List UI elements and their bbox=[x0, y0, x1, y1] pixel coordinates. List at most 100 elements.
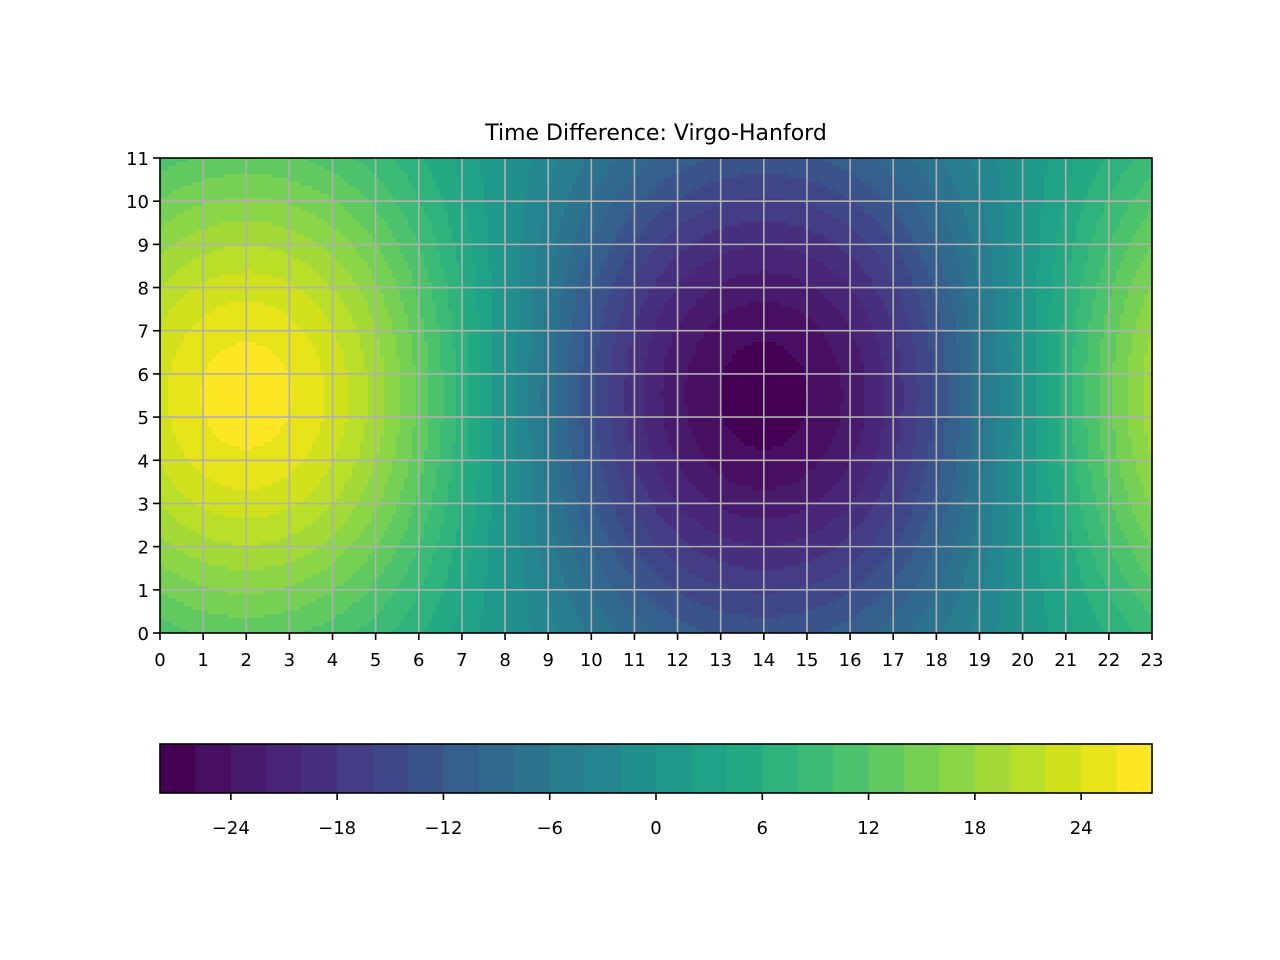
contour-cell bbox=[280, 518, 285, 523]
contour-cell bbox=[200, 370, 205, 375]
contour-cell bbox=[324, 358, 329, 363]
contour-cell bbox=[316, 182, 321, 187]
contour-cell bbox=[212, 206, 217, 211]
contour-cell bbox=[216, 390, 221, 395]
contour-cell bbox=[264, 606, 269, 611]
contour-cell bbox=[296, 430, 301, 435]
contour-cell bbox=[196, 506, 201, 511]
contour-cell bbox=[180, 442, 185, 447]
contour-cell bbox=[228, 258, 233, 263]
contour-cell bbox=[240, 210, 245, 215]
contour-cell bbox=[296, 162, 301, 167]
contour-cell bbox=[248, 350, 253, 355]
contour-cell bbox=[200, 574, 205, 579]
contour-cell bbox=[160, 578, 165, 583]
contour-cell bbox=[164, 206, 169, 211]
contour-cell bbox=[252, 626, 257, 631]
contour-cell bbox=[168, 586, 173, 591]
contour-cell bbox=[272, 290, 277, 295]
contour-cell bbox=[292, 306, 297, 311]
contour-cell bbox=[316, 502, 321, 507]
contour-cell bbox=[168, 430, 173, 435]
contour-cell bbox=[268, 318, 273, 323]
contour-cell bbox=[208, 498, 213, 503]
contour-cell bbox=[192, 394, 197, 399]
contour-cell bbox=[236, 306, 241, 311]
contour-cell bbox=[196, 470, 201, 475]
contour-cell bbox=[204, 586, 209, 591]
contour-cell bbox=[316, 278, 321, 283]
contour-cell bbox=[228, 430, 233, 435]
contour-cell bbox=[276, 542, 281, 547]
contour-cell bbox=[160, 182, 165, 187]
contour-cell bbox=[220, 370, 225, 375]
contour-cell bbox=[320, 550, 325, 555]
contour-cell bbox=[256, 174, 261, 179]
contour-cell bbox=[324, 326, 329, 331]
contour-cell bbox=[308, 410, 313, 415]
contour-cell bbox=[284, 474, 289, 479]
contour-cell bbox=[216, 314, 221, 319]
contour-cell bbox=[192, 402, 197, 407]
contour-cell bbox=[192, 554, 197, 559]
contour-cell bbox=[232, 350, 237, 355]
contour-cell bbox=[220, 538, 225, 543]
contour-cell bbox=[292, 486, 297, 491]
contour-cell bbox=[308, 210, 313, 215]
contour-cell bbox=[208, 178, 213, 183]
contour-cell bbox=[268, 278, 273, 283]
contour-cell bbox=[240, 614, 245, 619]
contour-cell bbox=[216, 510, 221, 515]
contour-cell bbox=[216, 274, 221, 279]
contour-cell bbox=[312, 250, 317, 255]
contour-cell bbox=[316, 190, 321, 195]
contour-cell bbox=[288, 362, 293, 367]
contour-cell bbox=[168, 522, 173, 527]
contour-cell bbox=[280, 174, 285, 179]
contour-cell bbox=[300, 498, 305, 503]
contour-cell bbox=[252, 518, 257, 523]
contour-cell bbox=[228, 510, 233, 515]
contour-cell bbox=[236, 554, 241, 559]
contour-cell bbox=[200, 526, 205, 531]
contour-cell bbox=[220, 366, 225, 371]
contour-cell bbox=[276, 358, 281, 363]
contour-cell bbox=[168, 330, 173, 335]
contour-cell bbox=[312, 358, 317, 363]
contour-cell bbox=[168, 378, 173, 383]
contour-cell bbox=[308, 338, 313, 343]
contour-cell bbox=[268, 298, 273, 303]
contour-cell bbox=[260, 606, 265, 611]
contour-cell bbox=[320, 190, 325, 195]
contour-cell bbox=[260, 382, 265, 387]
contour-cell bbox=[312, 574, 317, 579]
contour-cell bbox=[168, 254, 173, 259]
contour-cell bbox=[204, 338, 209, 343]
contour-cell bbox=[284, 578, 289, 583]
contour-cell bbox=[304, 238, 309, 243]
contour-cell bbox=[256, 610, 261, 615]
contour-cell bbox=[172, 158, 177, 163]
contour-cell bbox=[236, 574, 241, 579]
contour-cell bbox=[236, 446, 241, 451]
contour-cell bbox=[256, 354, 261, 359]
contour-cell bbox=[252, 478, 257, 483]
contour-cell bbox=[232, 526, 237, 531]
contour-cell bbox=[172, 398, 177, 403]
contour-cell bbox=[212, 266, 217, 271]
contour-cell bbox=[224, 334, 229, 339]
contour-cell bbox=[304, 558, 309, 563]
contour-cell bbox=[260, 182, 265, 187]
contour-cell bbox=[184, 234, 189, 239]
contour-cell bbox=[220, 234, 225, 239]
contour-cell bbox=[220, 514, 225, 519]
contour-cell bbox=[292, 294, 297, 299]
contour-cell bbox=[168, 618, 173, 623]
contour-cell bbox=[236, 190, 241, 195]
contour-cell bbox=[296, 562, 301, 567]
contour-cell bbox=[184, 598, 189, 603]
contour-cell bbox=[308, 378, 313, 383]
contour-cell bbox=[288, 294, 293, 299]
contour-cell bbox=[212, 186, 217, 191]
